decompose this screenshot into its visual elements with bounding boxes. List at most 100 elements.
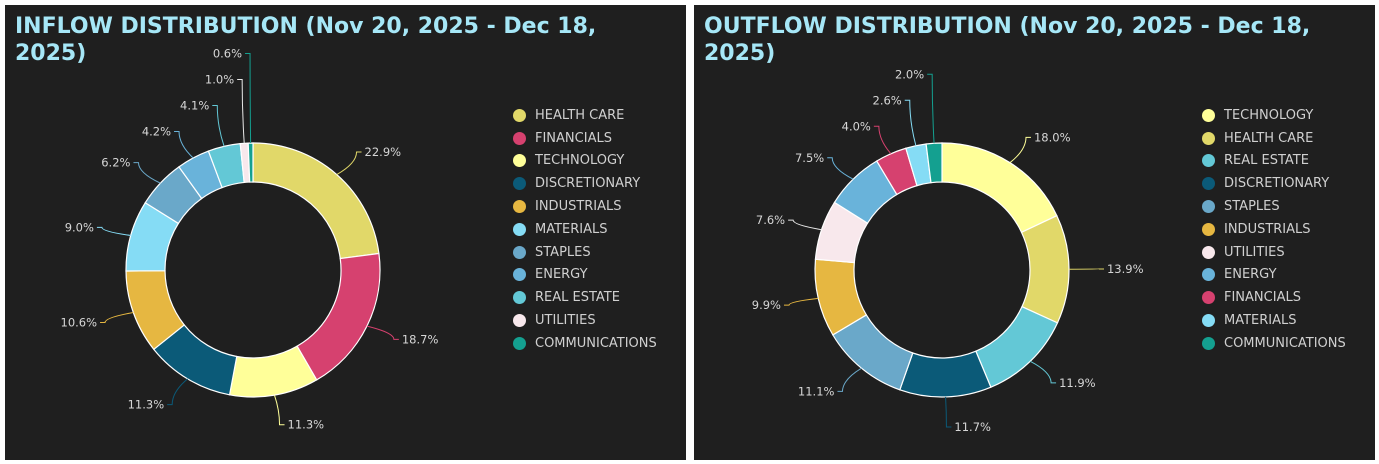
legend-item[interactable]: REAL ESTATE: [513, 286, 657, 309]
data-label: 11.3%: [128, 398, 165, 412]
data-label: 4.0%: [842, 119, 871, 133]
leader-line: [212, 105, 225, 147]
leader-line: [927, 73, 935, 144]
legend-item[interactable]: MATERIALS: [1202, 309, 1346, 332]
donut-slice-financials[interactable]: [296, 252, 381, 381]
leader-line: [100, 312, 134, 324]
legend: TECHNOLOGY HEALTH CARE REAL ESTATE DISCRETI…: [1202, 104, 1346, 355]
legend-label: TECHNOLOGY: [535, 153, 625, 169]
legend-marker-icon: [1202, 291, 1215, 305]
leader-line: [336, 151, 362, 175]
legend-item[interactable]: UTILITIES: [513, 309, 657, 332]
data-label: 0.6%: [213, 47, 242, 61]
legend-marker-icon: [513, 336, 526, 350]
leader-line: [945, 396, 952, 428]
leader-line: [167, 378, 188, 406]
legend-label: INDUSTRIALS: [535, 199, 622, 215]
legend-marker-icon: [513, 154, 526, 168]
legend-item[interactable]: TECHNOLOGY: [513, 150, 657, 173]
legend-label: UTILITIES: [1224, 244, 1285, 260]
legend-item[interactable]: ENERGY: [513, 264, 657, 287]
data-label: 4.1%: [180, 99, 209, 113]
data-label: 11.1%: [798, 384, 835, 398]
legend-item[interactable]: TECHNOLOGY: [1202, 104, 1346, 127]
data-label: 22.9%: [365, 145, 402, 159]
data-label: 10.6%: [61, 316, 98, 330]
outflow-chart-panel: OUTFLOW DISTRIBUTION (Nov 20, 2025 - Dec…: [694, 5, 1375, 460]
legend-item[interactable]: REAL ESTATE: [1202, 150, 1346, 173]
outflow-donut: 18.0% 13.9% 11.9% 11.7% 11.1% 9.9% 7.6% 7.5% 4.0…: [752, 67, 1144, 434]
donut-slice-communications[interactable]: [925, 142, 943, 184]
data-label: 18.0%: [1034, 130, 1071, 144]
data-label: 13.9%: [1107, 262, 1144, 276]
leader-line: [788, 219, 822, 231]
legend-item[interactable]: INDUSTRIALS: [513, 195, 657, 218]
legend-label: HEALTH CARE: [1224, 130, 1314, 146]
leader-line: [133, 162, 161, 184]
data-label: 7.5%: [795, 151, 824, 165]
legend-marker-icon: [1202, 108, 1215, 122]
chart-title: INFLOW DISTRIBUTION (Nov 20, 2025 - Dec …: [15, 14, 597, 66]
legend-label: INDUSTRIALS: [1224, 221, 1311, 237]
legend-label: MATERIALS: [535, 221, 608, 237]
legend-marker-icon: [513, 314, 526, 328]
inflow-donut: 22.9% 18.7% 11.3% 11.3% 10.6% 9.0% 6.2% 4.2% 4.1…: [61, 47, 439, 432]
legend: HEALTH CARE FINANCIALS TECHNOLOGY DISCRETIO…: [513, 104, 657, 355]
leader-line: [837, 367, 862, 392]
legend-item[interactable]: COMMUNICATIONS: [1202, 332, 1346, 355]
legend-item[interactable]: STAPLES: [513, 241, 657, 264]
legend-label: COMMUNICATIONS: [1224, 335, 1346, 351]
legend-marker-icon: [1202, 177, 1215, 191]
legend-item[interactable]: INDUSTRIALS: [1202, 218, 1346, 241]
legend-item[interactable]: COMMUNICATIONS: [513, 332, 657, 355]
data-label: 1.0%: [205, 73, 234, 87]
legend-item[interactable]: DISCRETIONARY: [1202, 172, 1346, 195]
donut-slice-real-estate[interactable]: [975, 305, 1059, 389]
data-label: 9.0%: [65, 220, 94, 234]
legend-label: ENERGY: [535, 267, 588, 283]
leader-line: [366, 325, 399, 340]
leader-line: [827, 157, 854, 180]
donut-slice-health-care[interactable]: [1020, 214, 1070, 324]
legend-item[interactable]: HEALTH CARE: [1202, 127, 1346, 150]
data-label: 11.3%: [288, 418, 325, 432]
legend-label: COMMUNICATIONS: [535, 335, 657, 351]
legend-item[interactable]: HEALTH CARE: [513, 104, 657, 127]
legend-marker-icon: [1202, 222, 1215, 236]
legend-item[interactable]: ENERGY: [1202, 264, 1346, 287]
legend-item[interactable]: DISCRETIONARY: [513, 172, 657, 195]
donut-slice-communications[interactable]: [247, 142, 254, 183]
inflow-chart-panel: INFLOW DISTRIBUTION (Nov 20, 2025 - Dec …: [5, 5, 686, 460]
donut-slice-health-care[interactable]: [252, 142, 380, 260]
data-label: 11.9%: [1059, 376, 1096, 390]
legend-item[interactable]: MATERIALS: [513, 218, 657, 241]
data-label: 7.6%: [756, 213, 785, 227]
data-label: 2.0%: [895, 67, 924, 81]
legend-label: STAPLES: [535, 244, 591, 260]
legend-marker-icon: [513, 222, 526, 236]
data-label: 6.2%: [101, 156, 130, 170]
legend-marker-icon: [513, 131, 526, 145]
legend-item[interactable]: FINANCIALS: [1202, 286, 1346, 309]
donut-slice-technology[interactable]: [941, 142, 1058, 234]
leader-line: [873, 125, 892, 155]
donut-slice-discretionary[interactable]: [899, 350, 992, 398]
legend-label: MATERIALS: [1224, 313, 1297, 329]
legend-label: STAPLES: [1224, 199, 1280, 215]
legend-item[interactable]: FINANCIALS: [513, 127, 657, 150]
leader-line: [1030, 360, 1057, 384]
data-label: 18.7%: [402, 332, 439, 346]
legend-marker-icon: [1202, 200, 1215, 214]
legend-label: HEALTH CARE: [535, 107, 625, 123]
leader-line: [783, 297, 819, 306]
legend-label: ENERGY: [1224, 267, 1277, 283]
legend-item[interactable]: STAPLES: [1202, 195, 1346, 218]
legend-item[interactable]: UTILITIES: [1202, 241, 1346, 264]
legend-label: DISCRETIONARY: [535, 176, 641, 192]
legend-label: REAL ESTATE: [535, 290, 620, 306]
legend-marker-icon: [1202, 131, 1215, 145]
legend-label: FINANCIALS: [1224, 290, 1301, 306]
leader-line: [1009, 136, 1031, 164]
legend-marker-icon: [513, 245, 526, 259]
legend-label: REAL ESTATE: [1224, 153, 1309, 169]
